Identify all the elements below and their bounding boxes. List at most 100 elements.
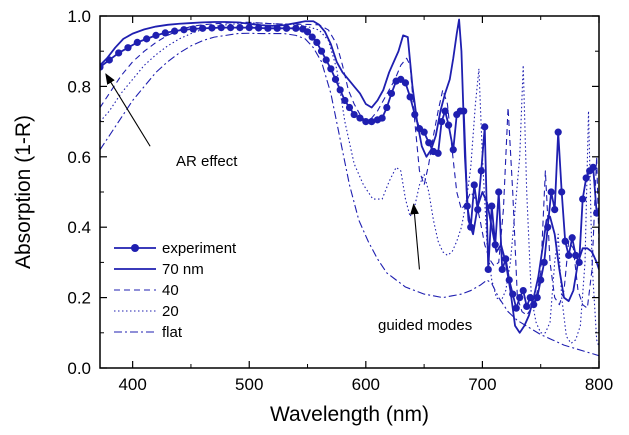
y-axis-label: Absorption (1-R): [12, 115, 35, 269]
data-point: [336, 86, 344, 94]
data-point: [217, 24, 225, 32]
legend-label: flat: [162, 324, 183, 341]
annotation-arrow: [105, 73, 151, 147]
x-tick-label: 400: [118, 375, 146, 394]
data-point: [368, 118, 376, 126]
data-point: [350, 110, 358, 119]
series-layer: [100, 18, 599, 357]
legend-entry: flat: [114, 324, 183, 341]
series-line: [100, 22, 599, 348]
legend-entry: experiment: [114, 240, 237, 257]
data-point: [512, 304, 520, 312]
data-point: [152, 31, 160, 39]
data-point: [254, 24, 263, 32]
data-point: [477, 167, 485, 175]
data-point: [551, 206, 559, 214]
data-point: [378, 114, 386, 122]
data-point: [180, 26, 188, 34]
data-point: [495, 188, 503, 196]
x-tick-label: 800: [585, 375, 613, 394]
data-point: [331, 75, 340, 83]
data-point: [561, 237, 569, 245]
data-point: [519, 286, 527, 295]
data-point: [438, 118, 446, 126]
data-point: [568, 234, 576, 242]
data-point: [558, 188, 566, 196]
y-tick-label: 0.0: [67, 359, 91, 378]
data-point: [516, 294, 524, 302]
data-point: [420, 128, 428, 136]
data-point: [133, 38, 141, 47]
x-tick-label: 500: [235, 375, 263, 394]
data-point: [572, 251, 580, 259]
y-tick-label: 0.8: [67, 77, 91, 96]
series-40: [100, 21, 599, 316]
x-axis-label: Wavelength (nm): [270, 403, 429, 426]
y-tick-label: 0.6: [67, 148, 91, 167]
data-point: [565, 251, 573, 259]
data-point: [161, 29, 169, 37]
x-tick-label: 600: [352, 375, 380, 394]
y-tick-label: 0.2: [67, 289, 91, 308]
data-point: [383, 103, 391, 112]
data-point: [313, 38, 321, 47]
annotation-text: AR effect: [176, 153, 238, 170]
annotation-text: guided modes: [378, 317, 472, 334]
series-experiment: [100, 24, 599, 312]
data-point: [322, 56, 330, 64]
legend-label: 20: [162, 303, 179, 320]
y-tick-label: 0.4: [67, 218, 91, 237]
annotation: guided modes: [378, 203, 472, 334]
series-70-nm: [100, 18, 599, 334]
data-point: [406, 93, 414, 101]
data-point: [401, 79, 410, 87]
data-point: [589, 163, 597, 171]
x-tick-label: 700: [468, 375, 496, 394]
data-point: [533, 294, 541, 302]
data-point: [441, 107, 449, 115]
data-point: [554, 128, 562, 136]
annotation-arrow: [410, 203, 421, 270]
data-point: [236, 24, 244, 32]
data-point: [523, 302, 531, 310]
series-flat: [100, 32, 599, 357]
data-point: [434, 149, 442, 157]
data-point: [488, 202, 496, 210]
data-point: [449, 146, 457, 154]
data-point: [208, 24, 216, 32]
data-point: [317, 47, 326, 55]
y-tick-label: 1.0: [67, 7, 91, 26]
annotations-layer: AR effect guided modes: [105, 73, 472, 334]
data-point: [470, 181, 478, 189]
data-point: [547, 188, 555, 196]
legend: experiment 70 nm 40 20 flat: [114, 240, 237, 341]
legend-label: 70 nm: [162, 261, 204, 278]
data-point: [345, 103, 354, 112]
data-point: [582, 174, 590, 182]
data-point: [245, 24, 253, 32]
legend-marker: [131, 244, 139, 252]
data-point: [445, 121, 453, 129]
data-point: [387, 89, 396, 98]
legend-label: experiment: [162, 240, 237, 257]
data-point: [356, 114, 364, 122]
legend-label: 40: [162, 282, 179, 299]
data-point: [327, 65, 335, 73]
legend-entry: 40: [114, 282, 179, 299]
data-point: [115, 49, 123, 57]
legend-entry: 20: [114, 303, 179, 320]
data-point: [189, 25, 197, 33]
series-line: [100, 18, 599, 334]
data-point: [341, 96, 349, 105]
data-point: [124, 44, 132, 52]
data-point: [425, 139, 433, 147]
data-point: [199, 24, 207, 32]
data-point: [292, 24, 300, 32]
data-point: [579, 195, 587, 203]
data-point: [143, 35, 151, 43]
series-line: [100, 21, 599, 316]
annotation: AR effect: [105, 73, 238, 170]
legend-entry: 70 nm: [114, 261, 204, 278]
data-point: [540, 258, 548, 266]
